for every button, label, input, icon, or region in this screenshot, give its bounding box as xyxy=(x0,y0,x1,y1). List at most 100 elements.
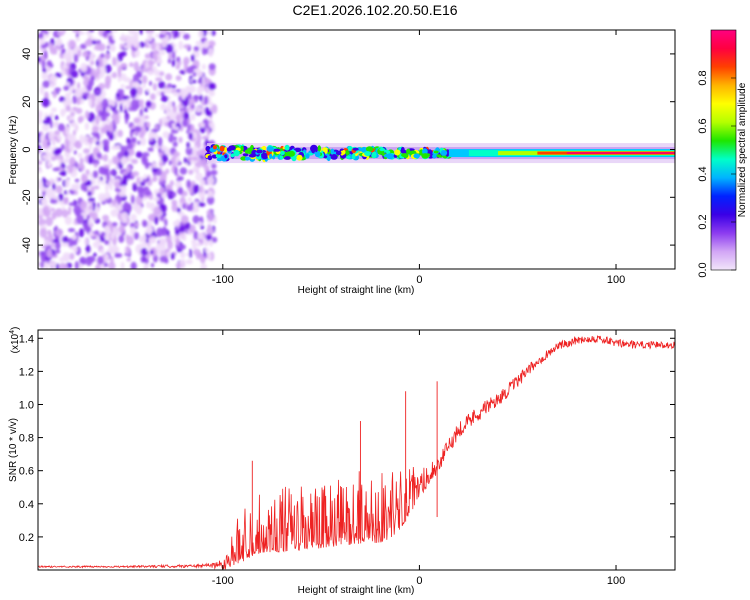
noise-blob xyxy=(69,89,73,96)
noise-blob xyxy=(155,43,161,50)
noise-blob xyxy=(51,211,57,220)
noise-blob xyxy=(162,131,170,139)
noise-blob xyxy=(96,97,102,102)
noise-blob xyxy=(94,43,102,51)
noise-blob xyxy=(38,179,44,190)
noise-blob xyxy=(112,71,117,79)
noise-blob xyxy=(134,222,140,227)
signal-blob xyxy=(317,145,321,152)
signal-blob xyxy=(413,153,421,159)
noise-blob xyxy=(200,263,207,269)
noise-blob xyxy=(38,218,46,227)
noise-blob xyxy=(93,252,97,257)
noise-blob xyxy=(170,252,175,260)
noise-blob xyxy=(134,49,141,58)
noise-blob xyxy=(199,94,203,102)
noise-blob xyxy=(179,88,188,98)
noise-blob xyxy=(168,109,175,119)
noise-blob xyxy=(173,136,177,141)
noise-blob xyxy=(189,248,193,259)
noise-blob xyxy=(44,261,49,269)
noise-blob xyxy=(85,169,90,176)
noise-blob xyxy=(114,117,120,125)
noise-blob xyxy=(131,171,140,177)
noise-blob xyxy=(64,126,70,135)
noise-blob xyxy=(175,157,179,165)
noise-blob xyxy=(150,262,155,268)
noise-blob xyxy=(62,209,69,218)
noise-blob xyxy=(76,181,80,191)
noise-blob xyxy=(106,130,110,136)
signal-blob xyxy=(406,148,411,155)
noise-blob xyxy=(124,109,128,114)
noise-blob xyxy=(95,89,101,95)
noise-blob xyxy=(109,44,116,52)
noise-blob xyxy=(192,215,200,224)
noise-blob xyxy=(101,166,109,176)
signal-blob xyxy=(226,147,232,152)
noise-blob xyxy=(38,207,44,216)
noise-blob xyxy=(104,191,111,200)
colorbar-tick-label: 0.8 xyxy=(697,70,709,85)
noise-blob xyxy=(204,106,210,115)
noise-blob xyxy=(197,221,203,227)
noise-blob xyxy=(42,80,50,88)
noise-blob xyxy=(87,197,96,202)
noise-blob xyxy=(126,137,131,144)
noise-blob xyxy=(102,111,111,118)
noise-blob xyxy=(77,49,82,58)
noise-blob xyxy=(185,146,193,156)
noise-blob xyxy=(176,56,181,62)
noise-blob xyxy=(166,251,171,257)
noise-blob xyxy=(65,178,70,188)
noise-blob xyxy=(208,82,217,91)
noise-blob xyxy=(120,261,125,269)
signal-blob xyxy=(224,154,228,159)
noise-blob xyxy=(113,30,118,33)
noise-blob xyxy=(173,220,179,227)
noise-blob xyxy=(196,251,200,260)
y-tick-label: 40 xyxy=(21,48,33,60)
x-tick-label: 100 xyxy=(607,274,625,286)
noise-blob xyxy=(165,106,169,116)
noise-blob xyxy=(120,156,128,166)
noise-blob xyxy=(142,220,148,228)
noise-blob xyxy=(90,40,97,45)
noise-blob xyxy=(188,132,193,141)
noise-blob xyxy=(98,110,103,117)
colorbar-ticks: 0.0 0.2 0.4 0.6 0.8 xyxy=(697,70,736,278)
signal-blob xyxy=(365,146,374,152)
noise-blob xyxy=(175,75,182,81)
noise-blob xyxy=(54,72,63,78)
noise-blob xyxy=(79,99,85,105)
noise-blob xyxy=(180,215,189,224)
noise-blob xyxy=(135,244,141,254)
noise-blob xyxy=(169,180,175,187)
signal-blob xyxy=(273,148,281,152)
noise-blob xyxy=(68,163,74,174)
noise-blob xyxy=(140,137,147,146)
noise-blob xyxy=(46,60,52,68)
noise-blob xyxy=(74,190,78,195)
noise-blob xyxy=(68,202,77,207)
noise-blob xyxy=(104,240,110,245)
spectrogram-xlabel: Height of straight line (km) xyxy=(298,285,415,296)
noise-blob xyxy=(178,225,185,233)
noise-blob xyxy=(89,138,93,145)
noise-blob xyxy=(85,179,92,187)
signal-blob xyxy=(394,149,401,156)
noise-blob xyxy=(72,30,79,33)
noise-blob xyxy=(211,236,218,243)
noise-blob xyxy=(160,95,169,103)
noise-blob xyxy=(207,47,214,57)
noise-blob xyxy=(192,79,197,84)
noise-blob xyxy=(126,235,134,246)
noise-blob xyxy=(40,261,44,269)
noise-blob xyxy=(116,59,120,69)
noise-blob xyxy=(193,46,200,52)
noise-blob xyxy=(64,158,70,164)
noise-blob xyxy=(57,123,65,132)
noise-blob xyxy=(97,175,101,186)
noise-blob xyxy=(175,229,180,235)
